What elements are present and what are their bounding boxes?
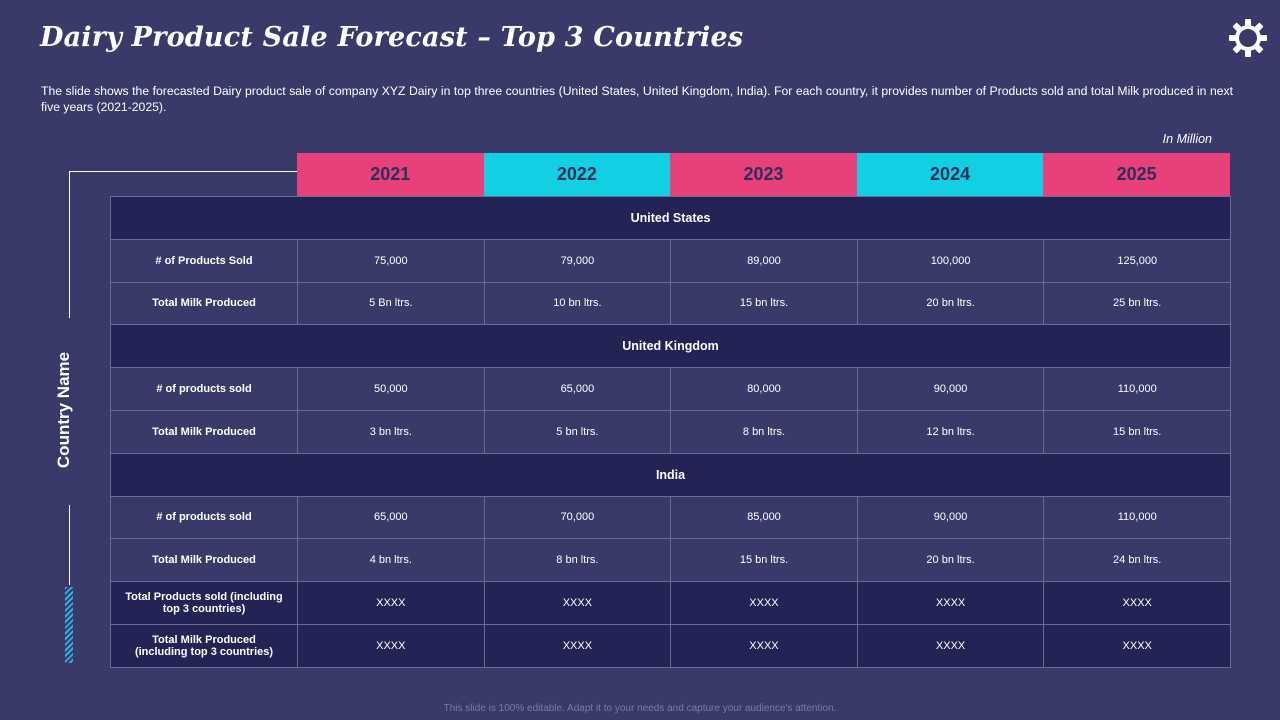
gear-icon [1229, 19, 1267, 57]
table-cell: XXXX [856, 623, 1045, 668]
table-cell: 110,000 [1043, 495, 1232, 540]
table-cell: 50,000 [297, 367, 485, 411]
table-cell: 65,000 [297, 495, 485, 540]
row-label: # of products sold [110, 367, 298, 411]
table-cell: XXXX [483, 623, 672, 668]
table-cell: 89,000 [670, 238, 858, 283]
table-row: Total Milk Produced 3 bn ltrs. 5 bn ltrs. 8… [110, 409, 1232, 454]
table-cell: 24 bn ltrs. [1043, 538, 1232, 583]
table-cell: 5 Bn ltrs. [297, 281, 485, 326]
table-cell: 4 bn ltrs. [297, 538, 485, 583]
table-cell: 25 bn ltrs. [1043, 281, 1232, 326]
total-row-label: Total Milk Produced (including top 3 coun… [110, 623, 298, 668]
total-row: Total Milk Produced (including top 3 coun… [110, 623, 1232, 668]
slide-description: The slide shows the forecasted Dairy pro… [41, 84, 1233, 114]
table-cell: 15 bn ltrs. [670, 281, 858, 326]
total-label-line1: Total Products sold (including [125, 591, 283, 604]
table-cell: 90,000 [856, 367, 1045, 411]
table-cell: XXXX [856, 581, 1045, 625]
table-cell: 125,000 [1043, 238, 1232, 283]
table-cell: 5 bn ltrs. [483, 409, 672, 454]
table-cell: 80,000 [670, 367, 858, 411]
table-cell: 10 bn ltrs. [483, 281, 672, 326]
row-label: Total Milk Produced [110, 409, 298, 454]
country-name: India [109, 452, 1232, 497]
table-cell: XXXX [483, 581, 672, 625]
country-name: United States [109, 196, 1232, 240]
year-header-2023: 2023 [670, 153, 857, 196]
unit-note: In Million [1162, 132, 1212, 146]
page-title: Dairy Product Sale Forecast – Top 3 Coun… [40, 22, 744, 53]
year-header-2025: 2025 [1043, 153, 1230, 196]
table-cell: 85,000 [670, 495, 858, 540]
total-label-line1: Total Milk Produced [152, 633, 256, 646]
country-section-row: United States [109, 196, 1232, 240]
table-cell: 8 bn ltrs. [483, 538, 672, 583]
table-cell: 12 bn ltrs. [856, 409, 1045, 454]
table-cell: XXXX [297, 581, 485, 625]
row-label: Total Milk Produced [110, 538, 298, 583]
table-cell: 20 bn ltrs. [856, 281, 1045, 326]
table-cell: 3 bn ltrs. [297, 409, 485, 454]
table-cell: 90,000 [856, 495, 1045, 540]
total-label-line2: (including top 3 countries) [134, 645, 274, 658]
country-section-row: India [109, 452, 1232, 497]
year-header-2024: 2024 [856, 153, 1044, 196]
country-section-row: United Kingdom [109, 324, 1232, 369]
table-cell: 110,000 [1043, 367, 1232, 411]
row-label: # of products sold [110, 495, 298, 540]
table-row: # of products sold 50,000 65,000 80,000 90,0… [110, 367, 1232, 411]
total-row-label: Total Products sold (including top 3 coun… [110, 581, 298, 625]
bracket-line-top [69, 171, 298, 318]
year-header-row: 2021 2022 2023 2024 2025 [297, 153, 1230, 196]
table-row: # of products sold 65,000 70,000 85,000 90,0… [110, 495, 1232, 540]
table-row: Total Milk Produced 5 Bn ltrs. 10 bn ltrs.… [110, 281, 1232, 326]
bracket-line-bottom [69, 505, 70, 585]
forecast-table: United States # of Products Sold 75,000 79,… [109, 196, 1232, 668]
table-cell: 100,000 [856, 238, 1045, 283]
table-cell: 15 bn ltrs. [670, 538, 858, 583]
table-cell: 75,000 [297, 238, 485, 283]
table-cell: 8 bn ltrs. [670, 409, 858, 454]
hatch-accent [65, 587, 73, 663]
table-cell: XXXX [670, 623, 858, 668]
table-cell: XXXX [1043, 581, 1232, 625]
table-row: Total Milk Produced 4 bn ltrs. 8 bn ltrs. 1… [110, 538, 1232, 583]
table-cell: 20 bn ltrs. [856, 538, 1045, 583]
row-label: # of Products Sold [110, 238, 298, 283]
table-cell: 65,000 [483, 367, 672, 411]
table-cell: 15 bn ltrs. [1043, 409, 1232, 454]
country-name: United Kingdom [109, 324, 1232, 369]
year-header-2022: 2022 [483, 153, 671, 196]
table-row: # of Products Sold 75,000 79,000 89,000 100,… [110, 238, 1232, 283]
year-header-2021: 2021 [297, 153, 484, 196]
table-cell: 70,000 [483, 495, 672, 540]
table-cell: XXXX [1043, 623, 1232, 668]
side-label-country-name: Country Name [54, 351, 73, 469]
footer-note: This slide is 100% editable. Adapt it to… [443, 703, 837, 714]
table-cell: 79,000 [483, 238, 672, 283]
total-label-line2: top 3 countries) [162, 603, 246, 616]
table-cell: XXXX [670, 581, 858, 625]
total-row: Total Products sold (including top 3 coun… [110, 581, 1232, 625]
table-cell: XXXX [297, 623, 485, 668]
row-label: Total Milk Produced [110, 281, 298, 326]
